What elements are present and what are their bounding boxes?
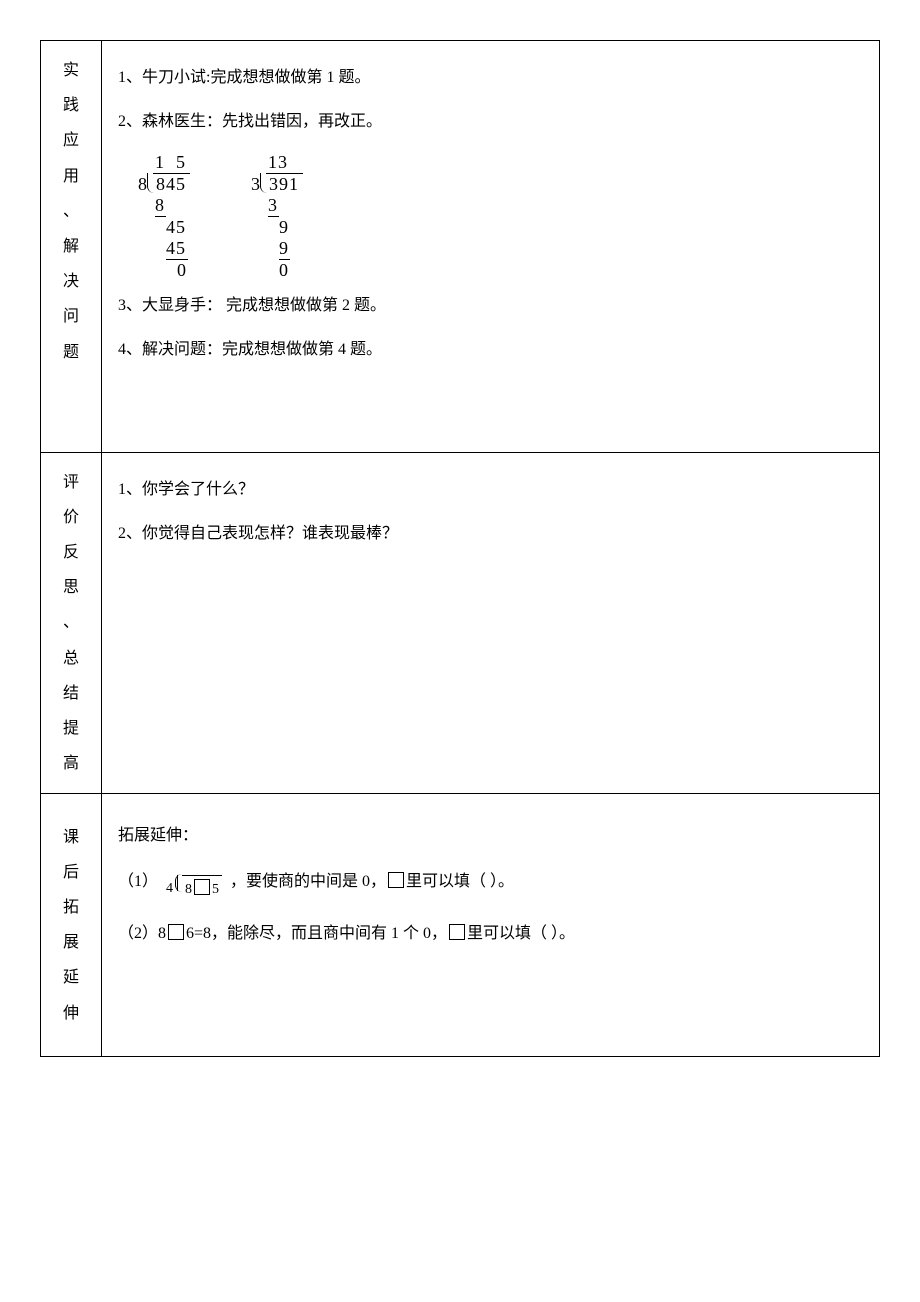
- practice-line-1: 1、牛刀小试:完成想想做做第 1 题。: [118, 63, 863, 93]
- practice-line-3: 3、大显身手： 完成想想做做第 2 题。: [118, 291, 863, 321]
- text: ，要使商的中间是 0，: [230, 873, 386, 890]
- extend-item-1: （1） 4 85 ，要使商的中间是 0， 里可以填（ ）。: [118, 866, 863, 904]
- side-label-extend: 课 后 拓 展 延 伸: [41, 794, 102, 1057]
- blank-box-icon: [168, 924, 184, 940]
- side-label-practice: 实 践 应 用 、 解 决 问 题: [41, 41, 102, 453]
- reflect-line-1: 1、你学会了什么？: [118, 475, 863, 505]
- reflect-content: 1、你学会了什么？ 2、你觉得自己表现怎样？谁表现最棒？: [102, 452, 880, 794]
- text: 里可以填（ ）。: [467, 925, 575, 942]
- extend-item-2: （2）8 6=8，能除尽，而且商中间有 1 个 0， 里可以填（ ）。: [118, 918, 863, 950]
- text: 里可以填（ ）。: [406, 873, 514, 890]
- text: （1）: [118, 873, 158, 890]
- long-division-2: 313 339133393930: [251, 152, 304, 281]
- blank-box-icon: [449, 924, 465, 940]
- text: （2）8: [118, 925, 166, 942]
- mini-long-division: 4 85: [166, 875, 222, 904]
- side-label-reflect: 评 价 反 思 、 总 结 提 高: [41, 452, 102, 794]
- practice-content: 1、牛刀小试:完成想想做做第 1 题。 2、森林医生：先找出错因，再改正。 81…: [102, 41, 880, 453]
- reflect-line-2: 2、你觉得自己表现怎样？谁表现最棒？: [118, 519, 863, 549]
- text: 6=8，能除尽，而且商中间有 1 个 0，: [186, 925, 447, 942]
- extend-title: 拓展延伸：: [118, 820, 863, 852]
- long-division-row: 81 588458884584580 313 339133393930: [138, 152, 863, 281]
- long-division-1: 81 588458884584580: [138, 152, 191, 281]
- practice-line-4: 4、解决问题：完成想想做做第 4 题。: [118, 335, 863, 365]
- blank-box-icon: [194, 879, 210, 895]
- blank-box-icon: [388, 872, 404, 888]
- practice-line-2: 2、森林医生：先找出错因，再改正。: [118, 107, 863, 137]
- extend-content: 拓展延伸： （1） 4 85 ，要使商的中间是 0， 里可以填（ ）。 （2）8: [102, 794, 880, 1057]
